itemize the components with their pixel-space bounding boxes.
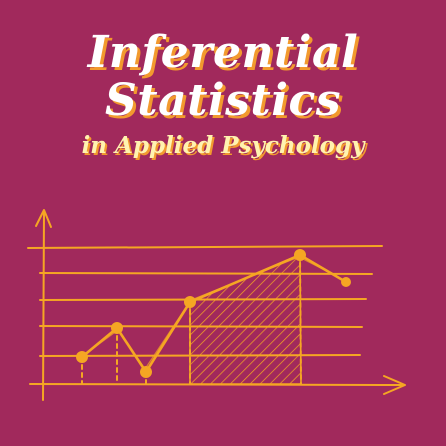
y-axis	[42, 211, 45, 401]
data-point	[111, 322, 123, 334]
x-axis-arrow	[383, 375, 406, 395]
y-axis-arrow	[35, 209, 52, 228]
data-point	[140, 366, 152, 378]
subtitle: in Applied Psychology	[81, 132, 365, 159]
title-line-2: Statistics	[104, 75, 342, 126]
data-point	[341, 277, 351, 287]
data-line-sketch-stroke	[83, 256, 345, 370]
data-line	[80, 253, 348, 374]
data-point	[294, 249, 306, 261]
title-line-1: Inferential	[87, 27, 359, 78]
drop-line	[299, 254, 302, 385]
data-point	[184, 296, 196, 308]
grid-line	[39, 272, 373, 275]
grid-line	[27, 245, 383, 249]
data-point	[76, 351, 88, 363]
